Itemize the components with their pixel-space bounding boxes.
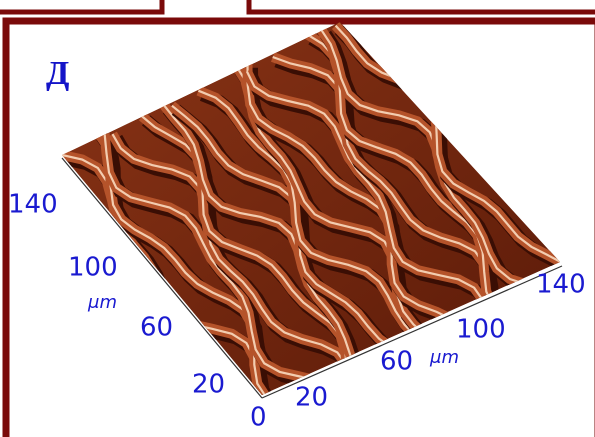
left-tick-label: 20	[192, 370, 225, 400]
panel-label: Д	[46, 55, 69, 92]
left-tick-label: 100	[68, 253, 118, 283]
left-tick-label: 140	[8, 190, 58, 220]
right-tick-label: 140	[536, 270, 586, 300]
right-axis-unit: μm	[429, 347, 459, 368]
right-tick-label: 20	[295, 383, 328, 413]
right-tick-label: 60	[380, 347, 413, 377]
left-tick-label: 60	[140, 313, 173, 343]
figure: Д 140 100 μm 60 20 0 20 60 μm 100 140	[0, 0, 595, 437]
right-tick-label: 100	[456, 315, 506, 345]
origin-label: 0	[250, 403, 267, 433]
left-axis-unit: μm	[87, 292, 117, 313]
